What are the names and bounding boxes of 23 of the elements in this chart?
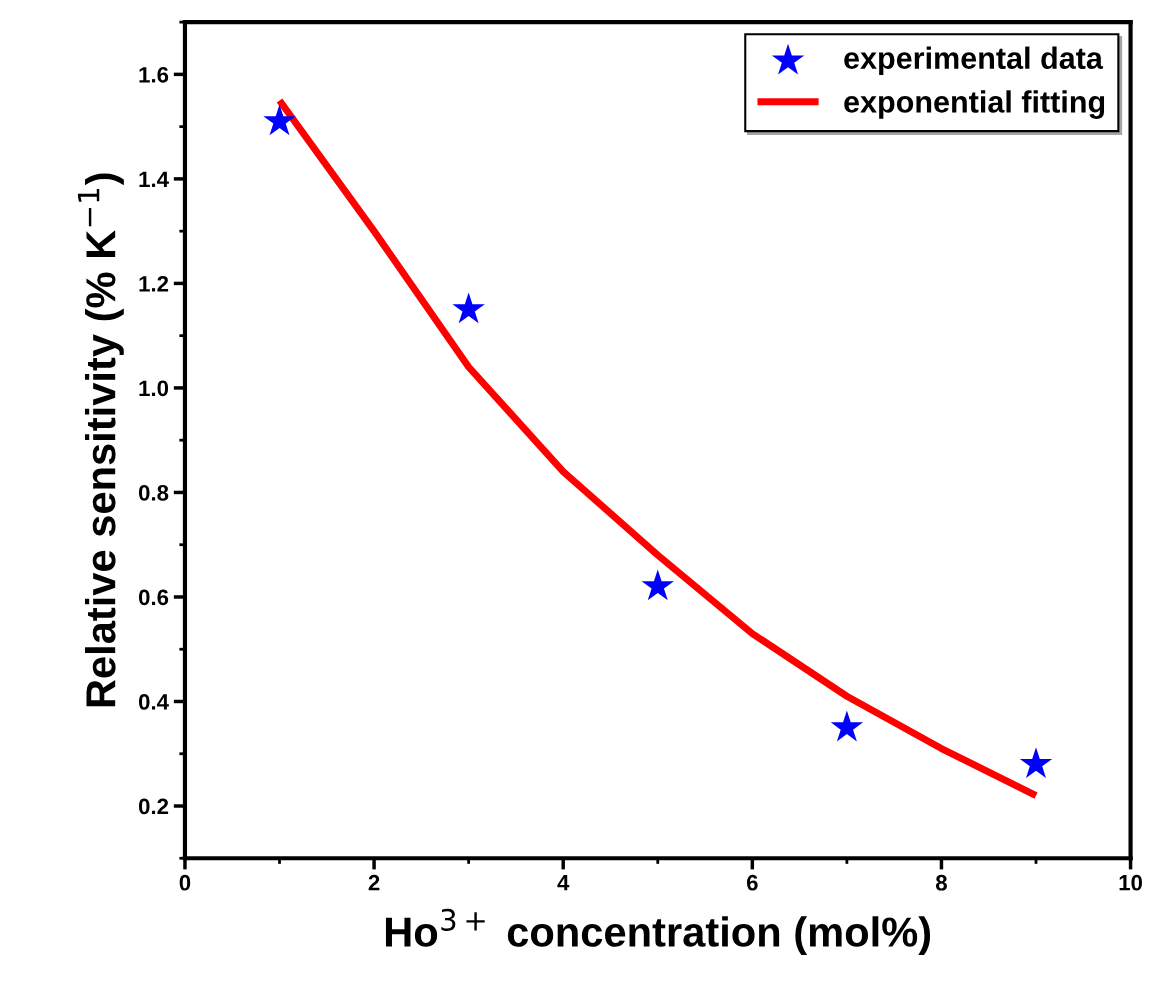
y-tick-label: 0.8 <box>138 484 169 501</box>
legend-label: exponential fitting <box>844 90 1105 119</box>
x-tick-label: 10 <box>1119 874 1143 891</box>
point <box>452 292 485 324</box>
x-tick-label: 8 <box>935 874 947 891</box>
y-tick-label: 0.6 <box>138 589 169 606</box>
x-tick-label: 4 <box>557 875 570 891</box>
y-axis-title: Relative sensitivity (% K$^{−1}$) <box>77 173 124 707</box>
y-tick-label: 1.2 <box>139 275 169 292</box>
y-tick-label: 1.0 <box>139 380 169 397</box>
y-tick-label: 1.6 <box>139 66 169 83</box>
point <box>830 710 864 742</box>
legend-label: experimental data <box>844 46 1104 76</box>
point <box>641 569 674 601</box>
x-tick-label: 2 <box>368 874 380 891</box>
point <box>263 104 296 136</box>
y-tick-label: 0.2 <box>138 798 169 815</box>
y-tick-label: 0.4 <box>138 694 169 710</box>
x-tick-label: 6 <box>746 874 758 891</box>
x-tick-label: 0 <box>179 874 191 891</box>
x-axis-title: Ho$^{3+}$ concentration (mol%) <box>385 908 931 956</box>
y-tick-label: 1.4 <box>139 171 169 187</box>
point <box>1019 747 1053 778</box>
